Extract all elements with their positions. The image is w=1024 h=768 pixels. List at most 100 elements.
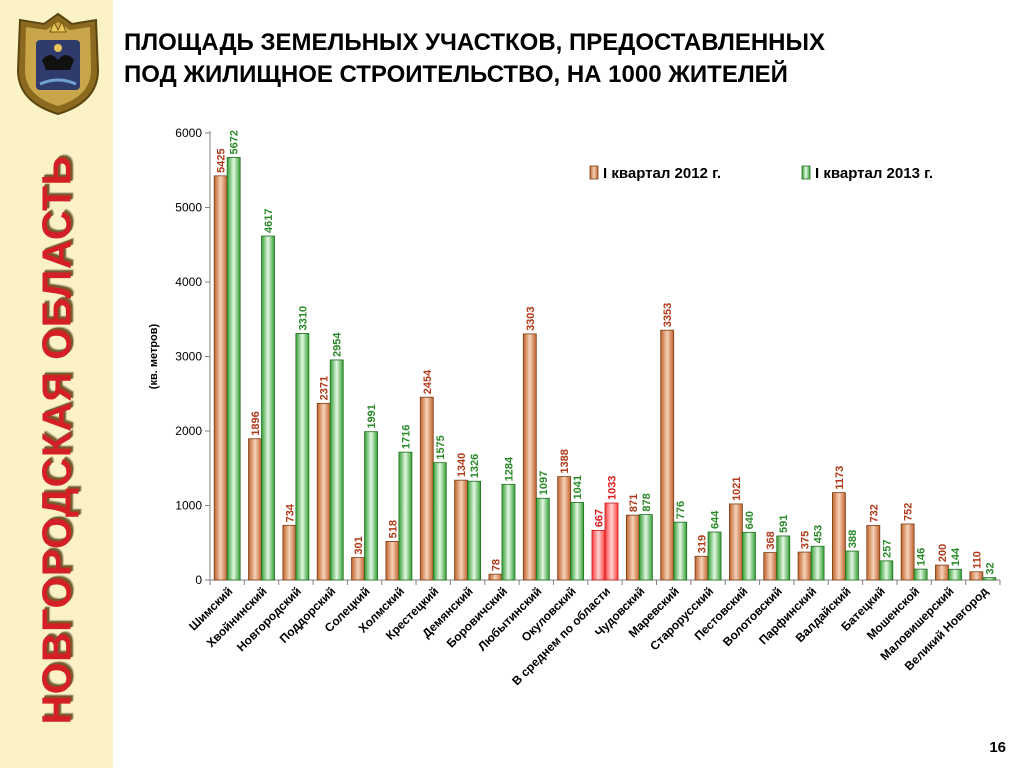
data-label: 518 xyxy=(387,520,399,538)
y-tick-label: 4000 xyxy=(175,275,202,289)
novgorod-coat-of-arms-icon xyxy=(16,12,100,116)
data-label: 1021 xyxy=(731,476,743,500)
legend-label: I квартал 2012 г. xyxy=(603,165,721,182)
bar-2013 xyxy=(810,545,825,581)
data-label: 871 xyxy=(628,494,640,512)
data-label: 1041 xyxy=(572,475,584,499)
bar-2013 xyxy=(776,535,791,581)
bar-2013 xyxy=(741,531,756,581)
data-label: 144 xyxy=(950,547,962,566)
data-label: 388 xyxy=(847,530,859,548)
data-label: 734 xyxy=(284,503,296,522)
data-label: 1896 xyxy=(250,411,262,435)
y-tick-label: 0 xyxy=(195,573,202,587)
data-label: 3303 xyxy=(525,306,537,330)
data-label: 878 xyxy=(641,493,653,511)
legend-swatch xyxy=(801,165,811,180)
bar-2012 xyxy=(832,492,846,581)
data-label: 1326 xyxy=(469,454,481,478)
bar-chart: 0 1000 2000 3000 4000 5000 6000 (кв. метров) 54… xyxy=(148,126,1001,688)
bar-2013 xyxy=(707,531,722,581)
bar-2013 xyxy=(295,333,310,581)
data-label: 368 xyxy=(765,531,777,549)
bar-2012 xyxy=(282,524,297,581)
data-label: 752 xyxy=(903,503,915,521)
page-title: ПЛОЩАДЬ ЗЕМЕЛЬНЫХ УЧАСТКОВ, ПРЕДОСТАВЛЕН… xyxy=(124,27,984,91)
bar-2013 xyxy=(638,514,653,581)
data-label: 2371 xyxy=(319,376,331,400)
data-label: 776 xyxy=(675,501,687,519)
bar-2012 xyxy=(694,555,709,581)
bar-2012 xyxy=(797,551,812,581)
bar-2013 xyxy=(535,497,550,581)
bar-2013 xyxy=(329,359,344,581)
bar-2013 xyxy=(948,568,962,581)
data-label: 4617 xyxy=(263,209,275,233)
data-label: 319 xyxy=(697,535,709,553)
data-label: 1388 xyxy=(559,449,571,473)
data-label: 453 xyxy=(813,525,825,543)
y-tick-label: 1000 xyxy=(175,499,202,513)
chart-category-labels: ШимскийХвойнинскийНовгородскийПоддорский… xyxy=(186,584,991,688)
data-label: 640 xyxy=(744,511,756,529)
bar-2012 xyxy=(385,541,400,581)
side-title: НОВГОРОДСКАЯ ОБЛАСТЬ xyxy=(33,155,80,725)
bar-2013 xyxy=(604,502,619,581)
bar-2012 xyxy=(866,525,881,581)
data-label: 3310 xyxy=(297,306,309,330)
bar-2012 xyxy=(900,523,915,581)
data-label: 644 xyxy=(710,510,722,529)
y-tick-label: 3000 xyxy=(175,350,202,364)
data-label: 5425 xyxy=(216,148,228,172)
bar-2012 xyxy=(625,514,640,581)
bar-2013 xyxy=(467,480,482,581)
bar-2012 xyxy=(351,557,365,581)
bar-2013 xyxy=(982,577,997,581)
data-label: 301 xyxy=(353,536,365,554)
data-label: 257 xyxy=(881,539,893,557)
bar-2013 xyxy=(845,550,859,581)
chart-bars xyxy=(213,157,997,581)
data-label: 146 xyxy=(916,548,928,566)
bar-2013 xyxy=(226,157,241,581)
data-label: 1097 xyxy=(538,471,550,495)
bar-2012 xyxy=(763,552,778,581)
bar-2012 xyxy=(488,573,503,581)
data-label: 2954 xyxy=(332,332,344,357)
data-label: 3353 xyxy=(662,303,674,327)
y-tick-label: 2000 xyxy=(175,424,202,438)
data-label: 732 xyxy=(868,504,880,522)
data-label: 110 xyxy=(971,551,983,569)
data-label: 1173 xyxy=(834,466,846,490)
bar-2012 xyxy=(213,175,228,581)
sidebar: НОВГОРОДСКАЯ ОБЛАСТЬ xyxy=(0,0,113,768)
data-label: 32 xyxy=(984,562,996,574)
data-label: 667 xyxy=(594,509,606,527)
data-label: 591 xyxy=(778,515,790,533)
bar-2012 xyxy=(591,529,606,581)
data-label: 375 xyxy=(800,531,812,549)
bar-2012 xyxy=(419,396,434,581)
bar-2012 xyxy=(316,402,331,581)
bar-2013 xyxy=(261,235,275,581)
bar-2012 xyxy=(522,333,537,581)
bar-2012 xyxy=(557,476,572,581)
bar-2013 xyxy=(913,568,928,581)
bar-2012 xyxy=(969,571,984,581)
data-label: 1033 xyxy=(607,476,619,500)
bar-2013 xyxy=(432,462,447,581)
data-label: 5672 xyxy=(229,130,241,154)
data-label: 2454 xyxy=(422,369,434,394)
legend-label: I квартал 2013 г. xyxy=(815,165,933,182)
data-label: 200 xyxy=(937,544,949,562)
legend-swatch xyxy=(589,165,599,180)
bar-2012 xyxy=(728,503,743,581)
chart-legend: I квартал 2012 г. I квартал 2013 г. xyxy=(589,165,933,182)
data-label: 1284 xyxy=(503,456,515,481)
y-tick-label: 6000 xyxy=(175,126,202,140)
bar-2012 xyxy=(248,438,262,581)
bar-2012 xyxy=(660,329,675,581)
data-label: 1340 xyxy=(456,453,468,477)
data-label: 1716 xyxy=(400,425,412,449)
